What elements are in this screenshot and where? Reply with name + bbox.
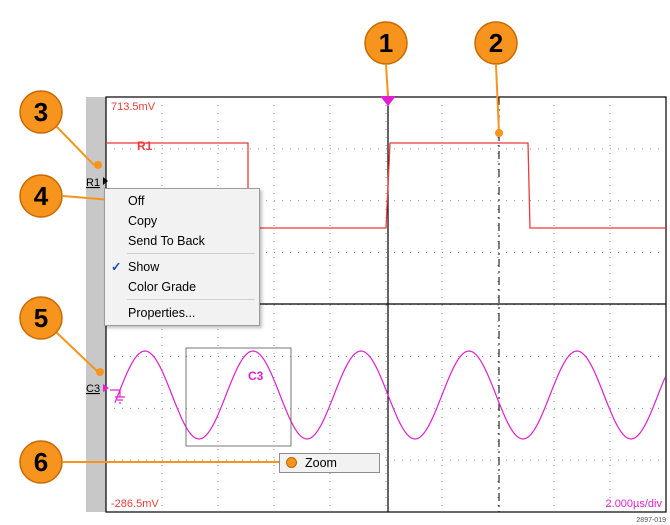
callout-5: 5 — [19, 296, 63, 340]
callout-3-number: 3 — [34, 97, 48, 127]
zoom-selection-box[interactable] — [185, 347, 292, 447]
zoom-button[interactable]: Zoom — [279, 453, 380, 473]
timebase-readout: 2.000µs/div — [606, 498, 663, 510]
channel-waveform-c3[interactable] — [114, 350, 666, 440]
callout-5-target-dot — [96, 368, 104, 376]
callout-1: 1 — [364, 21, 408, 65]
callout-5-number: 5 — [34, 303, 48, 333]
zoom-button-label: Zoom — [305, 456, 337, 470]
r1-handle-label[interactable]: R1 — [86, 177, 100, 189]
callout-4-number: 4 — [34, 181, 49, 211]
zoom-dot-icon — [286, 457, 297, 468]
callout-3: 3 — [19, 90, 63, 134]
checkmark-icon: ✓ — [111, 260, 122, 274]
callout-6-number: 6 — [34, 447, 48, 477]
callout-3-target-dot — [94, 161, 102, 169]
reference-waveform-r1[interactable] — [106, 142, 666, 229]
callout-2-number: 2 — [489, 28, 503, 58]
callout-leaders — [55, 64, 500, 463]
menu-item-properties[interactable]: Properties... — [128, 306, 196, 320]
reference-waveform-label: R1 — [137, 139, 153, 153]
menu-separator — [127, 253, 255, 254]
graticule-grid — [106, 97, 666, 512]
callout-4: 4 — [19, 174, 63, 218]
callout-6: 6 — [19, 440, 63, 484]
c3-handle-label[interactable]: C3 — [86, 383, 100, 395]
callout-2: 2 — [474, 21, 518, 65]
menu-item-send-to-back[interactable]: Send To Back — [128, 234, 205, 248]
waveform-context-menu: Off Copy Send To Back ✓ Show Color Grade… — [104, 188, 260, 326]
bottom-level-readout: -286.5mV — [111, 498, 159, 510]
r1-handle-arrow-icon[interactable] — [103, 177, 108, 185]
figure-id: 2897-019 — [636, 517, 666, 524]
menu-item-color-grade[interactable]: Color Grade — [128, 280, 197, 294]
channel-waveform-label: C3 — [248, 369, 264, 383]
left-handle-bar — [86, 97, 106, 512]
menu-separator — [127, 299, 255, 300]
callout-2-target-dot — [495, 129, 503, 137]
menu-item-show[interactable]: Show — [128, 260, 160, 274]
top-level-readout: 713.5mV — [111, 101, 156, 113]
ground-marker-icon[interactable] — [103, 384, 125, 404]
menu-item-copy[interactable]: Copy — [128, 214, 158, 228]
callout-1-number: 1 — [379, 28, 393, 58]
menu-item-off[interactable]: Off — [128, 194, 145, 208]
